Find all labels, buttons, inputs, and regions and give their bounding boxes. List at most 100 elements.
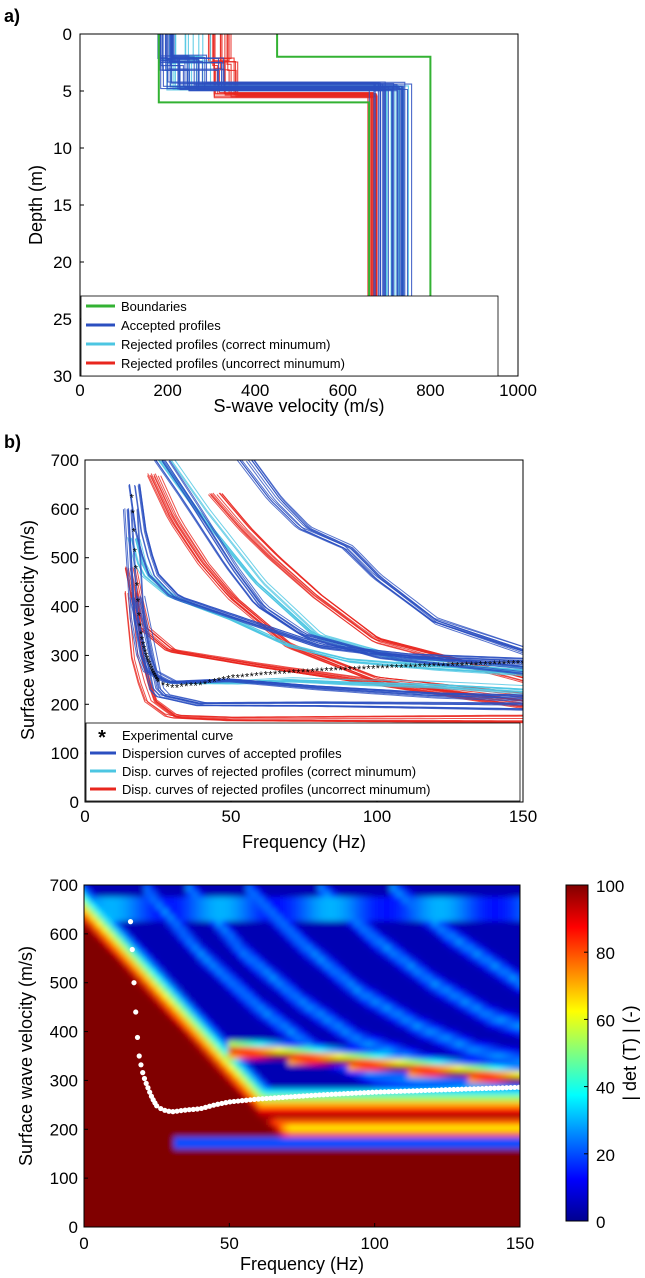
heatmap-cell xyxy=(432,1149,439,1156)
overlay-point xyxy=(308,1092,314,1099)
overlay-point xyxy=(381,1089,388,1095)
heatmap-cell xyxy=(216,1029,223,1036)
heatmap-cell xyxy=(102,1017,109,1024)
heatmap-cell xyxy=(246,969,253,976)
heatmap-cell xyxy=(348,1203,355,1210)
experimental-point: * xyxy=(306,667,311,679)
heatmap-cell xyxy=(252,987,259,994)
heatmap-cell xyxy=(366,993,373,1000)
heatmap-cell xyxy=(456,1143,463,1150)
heatmap-cell xyxy=(366,1071,373,1078)
heatmap-cell xyxy=(330,1197,337,1204)
heatmap-cell xyxy=(282,1065,289,1072)
heatmap-cell xyxy=(84,891,91,898)
heatmap-cell xyxy=(516,957,520,964)
heatmap-cell xyxy=(372,1119,379,1126)
heatmap-cell xyxy=(264,921,271,928)
heatmap-cell xyxy=(210,1047,217,1054)
dispersion-curve xyxy=(154,460,523,670)
heatmap-cell xyxy=(396,1041,403,1048)
heatmap-cell xyxy=(492,921,499,928)
heatmap-cell xyxy=(246,1143,253,1150)
heatmap-cell xyxy=(474,1041,481,1048)
heatmap-cell xyxy=(378,1035,385,1042)
heatmap-cell xyxy=(168,1017,175,1024)
heatmap-cell xyxy=(120,1221,127,1227)
heatmap-cell xyxy=(492,1017,499,1024)
heatmap-cell xyxy=(492,1101,499,1108)
heatmap-cell xyxy=(432,1095,439,1102)
heatmap-cell xyxy=(522,1095,529,1102)
experimental-point: * xyxy=(155,676,160,688)
heatmap-cell xyxy=(432,1023,439,1030)
heatmap-cell xyxy=(474,1095,481,1102)
heatmap-cell xyxy=(258,1107,265,1114)
heatmap-cell xyxy=(132,1215,139,1222)
heatmap-cell xyxy=(180,1065,187,1072)
heatmap-cell xyxy=(360,1221,367,1227)
heatmap-cell xyxy=(414,1059,421,1066)
heatmap-cell xyxy=(114,1029,121,1036)
heatmap-cell xyxy=(468,963,475,970)
y-tick-label: 30 xyxy=(53,367,72,386)
heatmap-cell xyxy=(498,1185,505,1192)
heatmap-cell xyxy=(372,1161,379,1168)
heatmap-cell xyxy=(180,975,187,982)
heatmap-cell xyxy=(522,987,529,994)
heatmap-cell xyxy=(228,987,235,994)
heatmap-cell xyxy=(264,1161,271,1168)
heatmap-cell xyxy=(96,1047,103,1054)
heatmap-cell xyxy=(156,963,163,970)
heatmap-cell xyxy=(456,1107,463,1114)
heatmap-cell xyxy=(504,945,511,952)
heatmap-cell xyxy=(84,1137,91,1144)
heatmap-cell xyxy=(276,1029,283,1036)
heatmap-cell xyxy=(432,1173,439,1180)
heatmap-cell xyxy=(426,897,433,904)
heatmap-cell xyxy=(84,1017,91,1024)
heatmap-cell xyxy=(300,891,307,898)
heatmap-cell xyxy=(324,1059,331,1066)
heatmap-cell xyxy=(210,915,217,922)
heatmap-cell xyxy=(312,1041,319,1048)
heatmap-cell xyxy=(480,975,487,982)
heatmap-cell xyxy=(192,975,199,982)
heatmap-cell xyxy=(492,1203,499,1210)
heatmap-cell xyxy=(294,993,301,1000)
heatmap-cell xyxy=(240,1119,247,1126)
heatmap-cell xyxy=(432,975,439,982)
heatmap-cell xyxy=(270,987,277,994)
heatmap-cell xyxy=(156,1161,163,1168)
heatmap-cell xyxy=(132,1005,139,1012)
heatmap-cell xyxy=(300,1227,307,1234)
heatmap-cell xyxy=(162,1161,169,1168)
heatmap-cell xyxy=(186,1173,193,1180)
heatmap-cell xyxy=(492,1161,499,1168)
heatmap-cell xyxy=(90,1125,97,1132)
heatmap-cell xyxy=(102,1173,109,1180)
heatmap-cell xyxy=(492,927,499,934)
heatmap-cell xyxy=(342,1215,349,1222)
heatmap-cell xyxy=(474,897,481,904)
heatmap-cell xyxy=(108,1005,115,1012)
heatmap-cell xyxy=(150,909,157,916)
heatmap-cell xyxy=(438,951,445,958)
heatmap-cell xyxy=(150,1197,157,1204)
heatmap-cell xyxy=(84,1071,91,1078)
heatmap-cell xyxy=(84,1089,91,1096)
heatmap-cell xyxy=(120,1143,127,1150)
heatmap-cell xyxy=(240,1089,247,1096)
heatmap-cell xyxy=(384,1101,391,1108)
heatmap-cell xyxy=(96,1173,103,1180)
heatmap-cell xyxy=(276,1005,283,1012)
heatmap-cell xyxy=(474,1125,481,1132)
heatmap-cell xyxy=(126,957,133,964)
heatmap-cell xyxy=(144,903,151,910)
heatmap-cell xyxy=(96,1005,103,1012)
heatmap-cell xyxy=(258,1167,265,1174)
heatmap-cell xyxy=(276,957,283,964)
heatmap-cell xyxy=(132,957,139,964)
heatmap-cell xyxy=(300,1011,307,1018)
heatmap-cell xyxy=(480,1125,487,1132)
heatmap-cell xyxy=(432,1203,439,1210)
